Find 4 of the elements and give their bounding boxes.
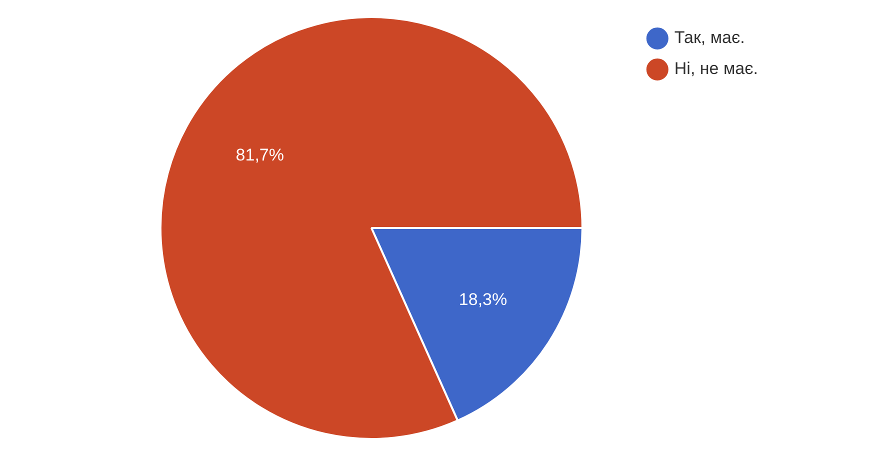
legend-label: Ні, не має. (674, 59, 758, 78)
legend-label: Так, має. (674, 28, 745, 48)
data-label: 81,7% (236, 145, 284, 164)
data-label: 18,3% (458, 290, 508, 309)
